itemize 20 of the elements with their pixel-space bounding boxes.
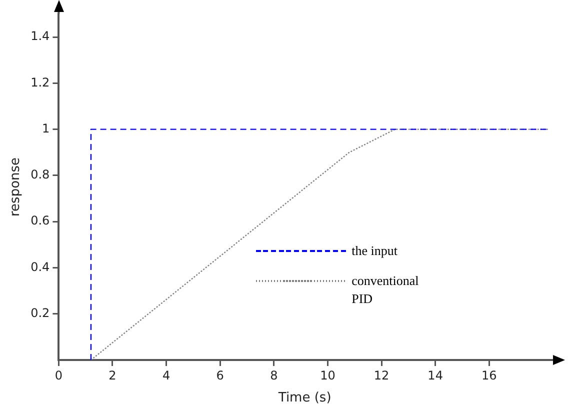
x-tick-label: 14 [428, 368, 443, 382]
x-tick-label: 0 [54, 368, 63, 382]
y-tick-label: 0.2 [30, 306, 50, 320]
x-tick-label: 4 [162, 368, 170, 382]
x-tick-label: 6 [216, 368, 224, 382]
y-axis-title: response [8, 157, 24, 217]
x-tick-label: 12 [374, 368, 390, 382]
x-axis-title: Time (s) [277, 390, 332, 406]
y-tick-label: 0.8 [30, 168, 50, 182]
y-tick-label: 0.4 [30, 260, 50, 274]
x-tick-label: 2 [108, 368, 116, 382]
legend-label: conventional PID [352, 272, 420, 308]
y-tick-label: 0.6 [30, 214, 50, 228]
x-tick-label: 8 [270, 368, 278, 382]
x-tick-label: 16 [481, 368, 497, 382]
y-tick-label: 1.2 [30, 75, 50, 90]
y-tick-label: 1 [42, 121, 50, 136]
legend-label: the input [352, 242, 398, 260]
y-tick-label: 1.4 [30, 29, 50, 44]
x-tick-label: 10 [320, 368, 336, 382]
